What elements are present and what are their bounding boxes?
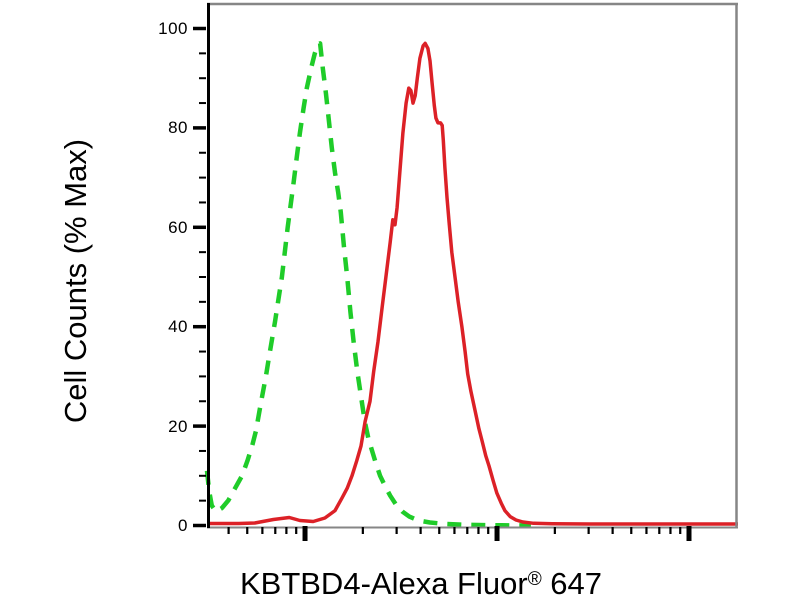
y-tick-label-60: 60 xyxy=(168,217,188,237)
y-tick-label-100: 100 xyxy=(158,19,188,38)
y-tick-label-20: 20 xyxy=(168,416,188,436)
plot-area xyxy=(193,2,738,541)
y-tick-label-0: 0 xyxy=(178,516,188,535)
curve-red-solid xyxy=(207,41,738,526)
x-axis-title: KBTBD4-Alexa Fluor® 647 xyxy=(240,566,602,600)
y-tick-label-80: 80 xyxy=(168,118,188,138)
registered-trademark-icon: ® xyxy=(527,569,542,590)
curve-green-dashed xyxy=(204,41,531,528)
y-axis-title: Cell Counts (% Max) xyxy=(58,138,93,424)
x-axis-title-number: 647 xyxy=(541,566,603,600)
x-axis-title-main: KBTBD4-Alexa Fluor xyxy=(239,566,528,600)
y-tick-label-40: 40 xyxy=(168,317,188,337)
